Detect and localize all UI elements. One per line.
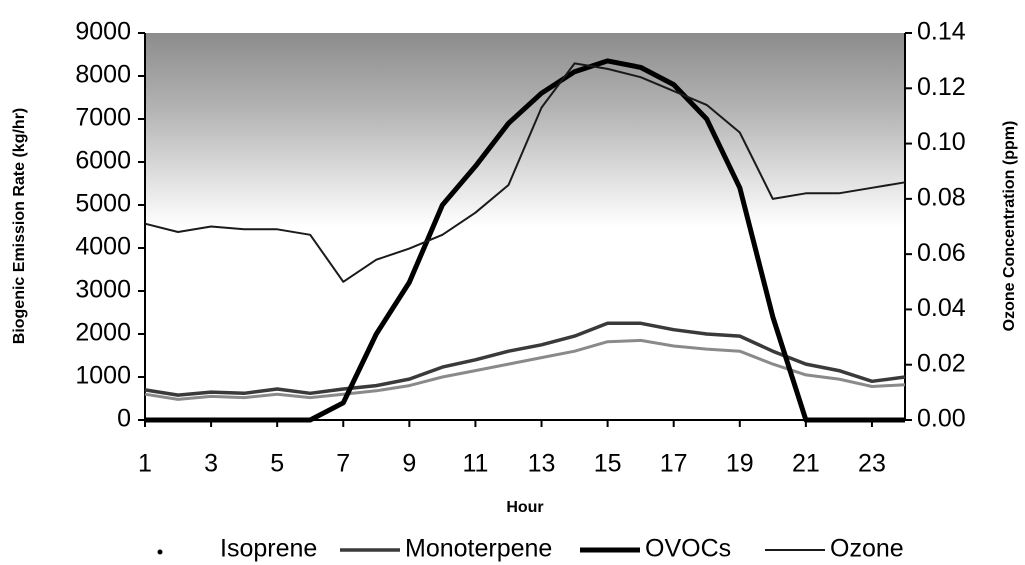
- x-tick-label: 21: [792, 450, 820, 478]
- x-tick-label: 17: [660, 450, 688, 478]
- y2-tick-label: 0.06: [917, 239, 966, 267]
- series-line: [144, 321, 906, 397]
- x-tick-label: 7: [336, 450, 350, 478]
- y2-tick-label: 0.04: [917, 294, 966, 322]
- y-tick-label: 3000: [75, 276, 131, 304]
- y-tick-label: 1000: [75, 362, 131, 390]
- x-tick-label: 23: [858, 450, 886, 478]
- legend-label: Monoterpene: [405, 535, 552, 563]
- legend-label: OVOCs: [645, 535, 731, 563]
- y-tick-label: 4000: [75, 233, 131, 261]
- plot-area: [145, 33, 905, 420]
- y-axis-title: Biogenic Emission Rate (kg/hr): [11, 108, 28, 344]
- y-tick-label: 7000: [75, 104, 131, 132]
- y-tick-label: 8000: [75, 61, 131, 89]
- y-tick-label: 9000: [75, 18, 131, 46]
- y-tick-label: 0: [117, 405, 131, 433]
- series-line: [144, 62, 906, 283]
- legend-symbol: [157, 549, 163, 555]
- legend-label: Ozone: [830, 535, 904, 563]
- x-tick-label: 15: [594, 450, 622, 478]
- y2-axis-title: Ozone Concentration (ppm): [1001, 121, 1018, 332]
- y2-tick-label: 0.02: [917, 349, 966, 377]
- y-tick-label: 6000: [75, 147, 131, 175]
- x-tick-label: 11: [462, 450, 488, 478]
- y2-tick-label: 0.12: [917, 73, 966, 101]
- series-line: [144, 338, 906, 401]
- y-tick-label: 2000: [75, 319, 131, 347]
- x-tick-label: 19: [726, 450, 754, 478]
- y-tick-label: 5000: [75, 190, 131, 218]
- x-tick-label: 9: [402, 450, 416, 478]
- y2-tick-label: 0.10: [917, 128, 966, 156]
- x-tick-label: 5: [270, 450, 284, 478]
- y2-tick-label: 0.08: [917, 183, 966, 211]
- y2-tick-label: 0.00: [917, 405, 966, 433]
- x-axis-title: Hour: [506, 499, 543, 516]
- series-line: [145, 58, 905, 423]
- x-tick-label: 3: [204, 450, 218, 478]
- legend-label: Isoprene: [220, 535, 317, 563]
- x-tick-label: 1: [138, 450, 152, 478]
- y2-tick-label: 0.14: [917, 18, 966, 46]
- x-tick-label: 13: [528, 450, 556, 478]
